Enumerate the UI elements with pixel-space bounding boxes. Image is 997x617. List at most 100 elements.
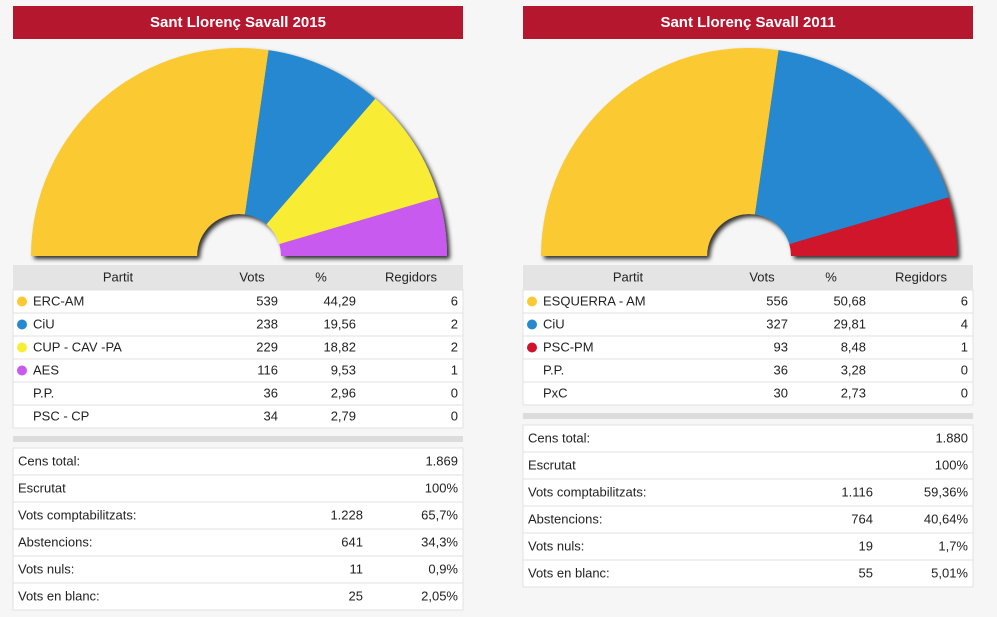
summary-value: 1.869 xyxy=(425,453,458,468)
percent: 50,68 xyxy=(833,293,866,308)
panel-title: Sant Llorenç Savall 2011 xyxy=(660,14,835,31)
party-dot xyxy=(17,342,27,353)
summary-value: 1,7% xyxy=(938,538,968,553)
summary-row xyxy=(522,532,974,561)
seats: 6 xyxy=(961,293,968,308)
table-row xyxy=(522,312,974,337)
table-row xyxy=(12,358,464,383)
summary-label: Vots comptabilitzats: xyxy=(528,484,647,499)
summary-label: Vots nuls: xyxy=(528,538,584,553)
column-header: Regidors xyxy=(895,269,948,284)
percent: 8,48 xyxy=(841,339,866,354)
summary-row xyxy=(12,474,464,503)
votes: 539 xyxy=(256,293,278,308)
column-header: Vots xyxy=(239,269,265,284)
seat-wedge xyxy=(541,48,779,257)
seats: 6 xyxy=(451,293,458,308)
party-name: CUP - CAV -PA xyxy=(33,339,122,354)
summary-label: Vots nuls: xyxy=(18,561,74,576)
hemicycle xyxy=(31,47,447,257)
summary-label: Cens total: xyxy=(528,430,590,445)
party-dot xyxy=(17,365,27,376)
party-name: CiU xyxy=(543,316,565,331)
summary-label: Escrutat xyxy=(18,480,66,495)
summary-count: 55 xyxy=(859,565,873,580)
percent: 18,82 xyxy=(323,339,356,354)
seats: 2 xyxy=(451,339,458,354)
summary-row xyxy=(12,528,464,557)
party-name: CiU xyxy=(33,316,55,331)
votes: 34 xyxy=(264,408,278,423)
summary-value: 40,64% xyxy=(924,511,969,526)
votes: 116 xyxy=(257,362,278,377)
party-dot xyxy=(527,296,537,307)
percent: 2,96 xyxy=(331,385,356,400)
table-header xyxy=(13,265,463,290)
votes: 36 xyxy=(264,385,278,400)
panel: Sant Llorenç Savall 2015 Partit Vots% Regid… xyxy=(12,6,464,611)
party-name: PSC-PM xyxy=(543,339,594,354)
seat-wedge xyxy=(754,50,949,245)
summary-count: 25 xyxy=(349,588,363,603)
summary-label: Vots comptabilitzats: xyxy=(18,507,137,522)
party-dot xyxy=(527,319,537,330)
votes: 238 xyxy=(256,316,278,331)
summary-count: 1.228 xyxy=(330,507,363,522)
seats: 0 xyxy=(451,385,458,400)
summary-count: 1.116 xyxy=(841,484,873,499)
seats: 1 xyxy=(451,362,458,377)
summary-count: 11 xyxy=(350,561,364,576)
percent: 29,81 xyxy=(833,316,866,331)
summary-value: 0,9% xyxy=(428,561,458,576)
seats: 0 xyxy=(961,385,968,400)
seat-wedge xyxy=(789,197,957,256)
column-header: Regidors xyxy=(385,269,438,284)
seat-wedge xyxy=(31,47,269,257)
party-name: PxC xyxy=(543,385,568,400)
party-dot xyxy=(527,342,537,353)
separator xyxy=(523,413,973,419)
party-name: ESQUERRA - AM xyxy=(543,293,646,308)
summary-value: 34,3% xyxy=(421,534,458,549)
table-row xyxy=(12,312,464,337)
summary-row xyxy=(12,582,464,611)
votes: 93 xyxy=(774,339,788,354)
seats: 4 xyxy=(961,316,968,331)
percent: 2,79 xyxy=(331,408,356,423)
seats: 0 xyxy=(451,408,458,423)
column-header: % xyxy=(825,269,837,284)
party-name: PSC - CP xyxy=(33,408,89,423)
summary-value: 1.880 xyxy=(935,430,968,445)
table-row xyxy=(12,381,464,406)
seats: 0 xyxy=(961,362,968,377)
column-header: % xyxy=(315,269,327,284)
summary-label: Vots en blanc: xyxy=(528,565,610,580)
seat-wedge xyxy=(266,98,439,245)
table-row xyxy=(522,381,974,406)
percent: 19,56 xyxy=(323,316,356,331)
party-name: ERC-AM xyxy=(33,293,84,308)
summary-row xyxy=(522,559,974,588)
summary-value: 100% xyxy=(425,480,459,495)
percent: 2,73 xyxy=(841,385,866,400)
summary-label: Cens total: xyxy=(18,453,80,468)
summary-value: 65,7% xyxy=(421,507,458,522)
votes: 30 xyxy=(774,385,788,400)
summary-row xyxy=(12,447,464,476)
summary-row xyxy=(522,505,974,534)
summary-label: Abstencions: xyxy=(18,534,92,549)
votes: 556 xyxy=(766,293,788,308)
summary-row xyxy=(12,501,464,530)
summary-value: 59,36% xyxy=(924,484,969,499)
summary-count: 764 xyxy=(851,511,873,526)
summary-value: 2,05% xyxy=(421,588,458,603)
seats: 1 xyxy=(961,339,968,354)
percent: 44,29 xyxy=(323,293,356,308)
votes: 36 xyxy=(774,362,788,377)
summary-row xyxy=(12,555,464,584)
summary-row xyxy=(522,478,974,507)
summary-label: Abstencions: xyxy=(528,511,602,526)
summary-row xyxy=(522,424,974,453)
summary-count: 19 xyxy=(859,538,873,553)
seat-wedge xyxy=(279,197,447,256)
